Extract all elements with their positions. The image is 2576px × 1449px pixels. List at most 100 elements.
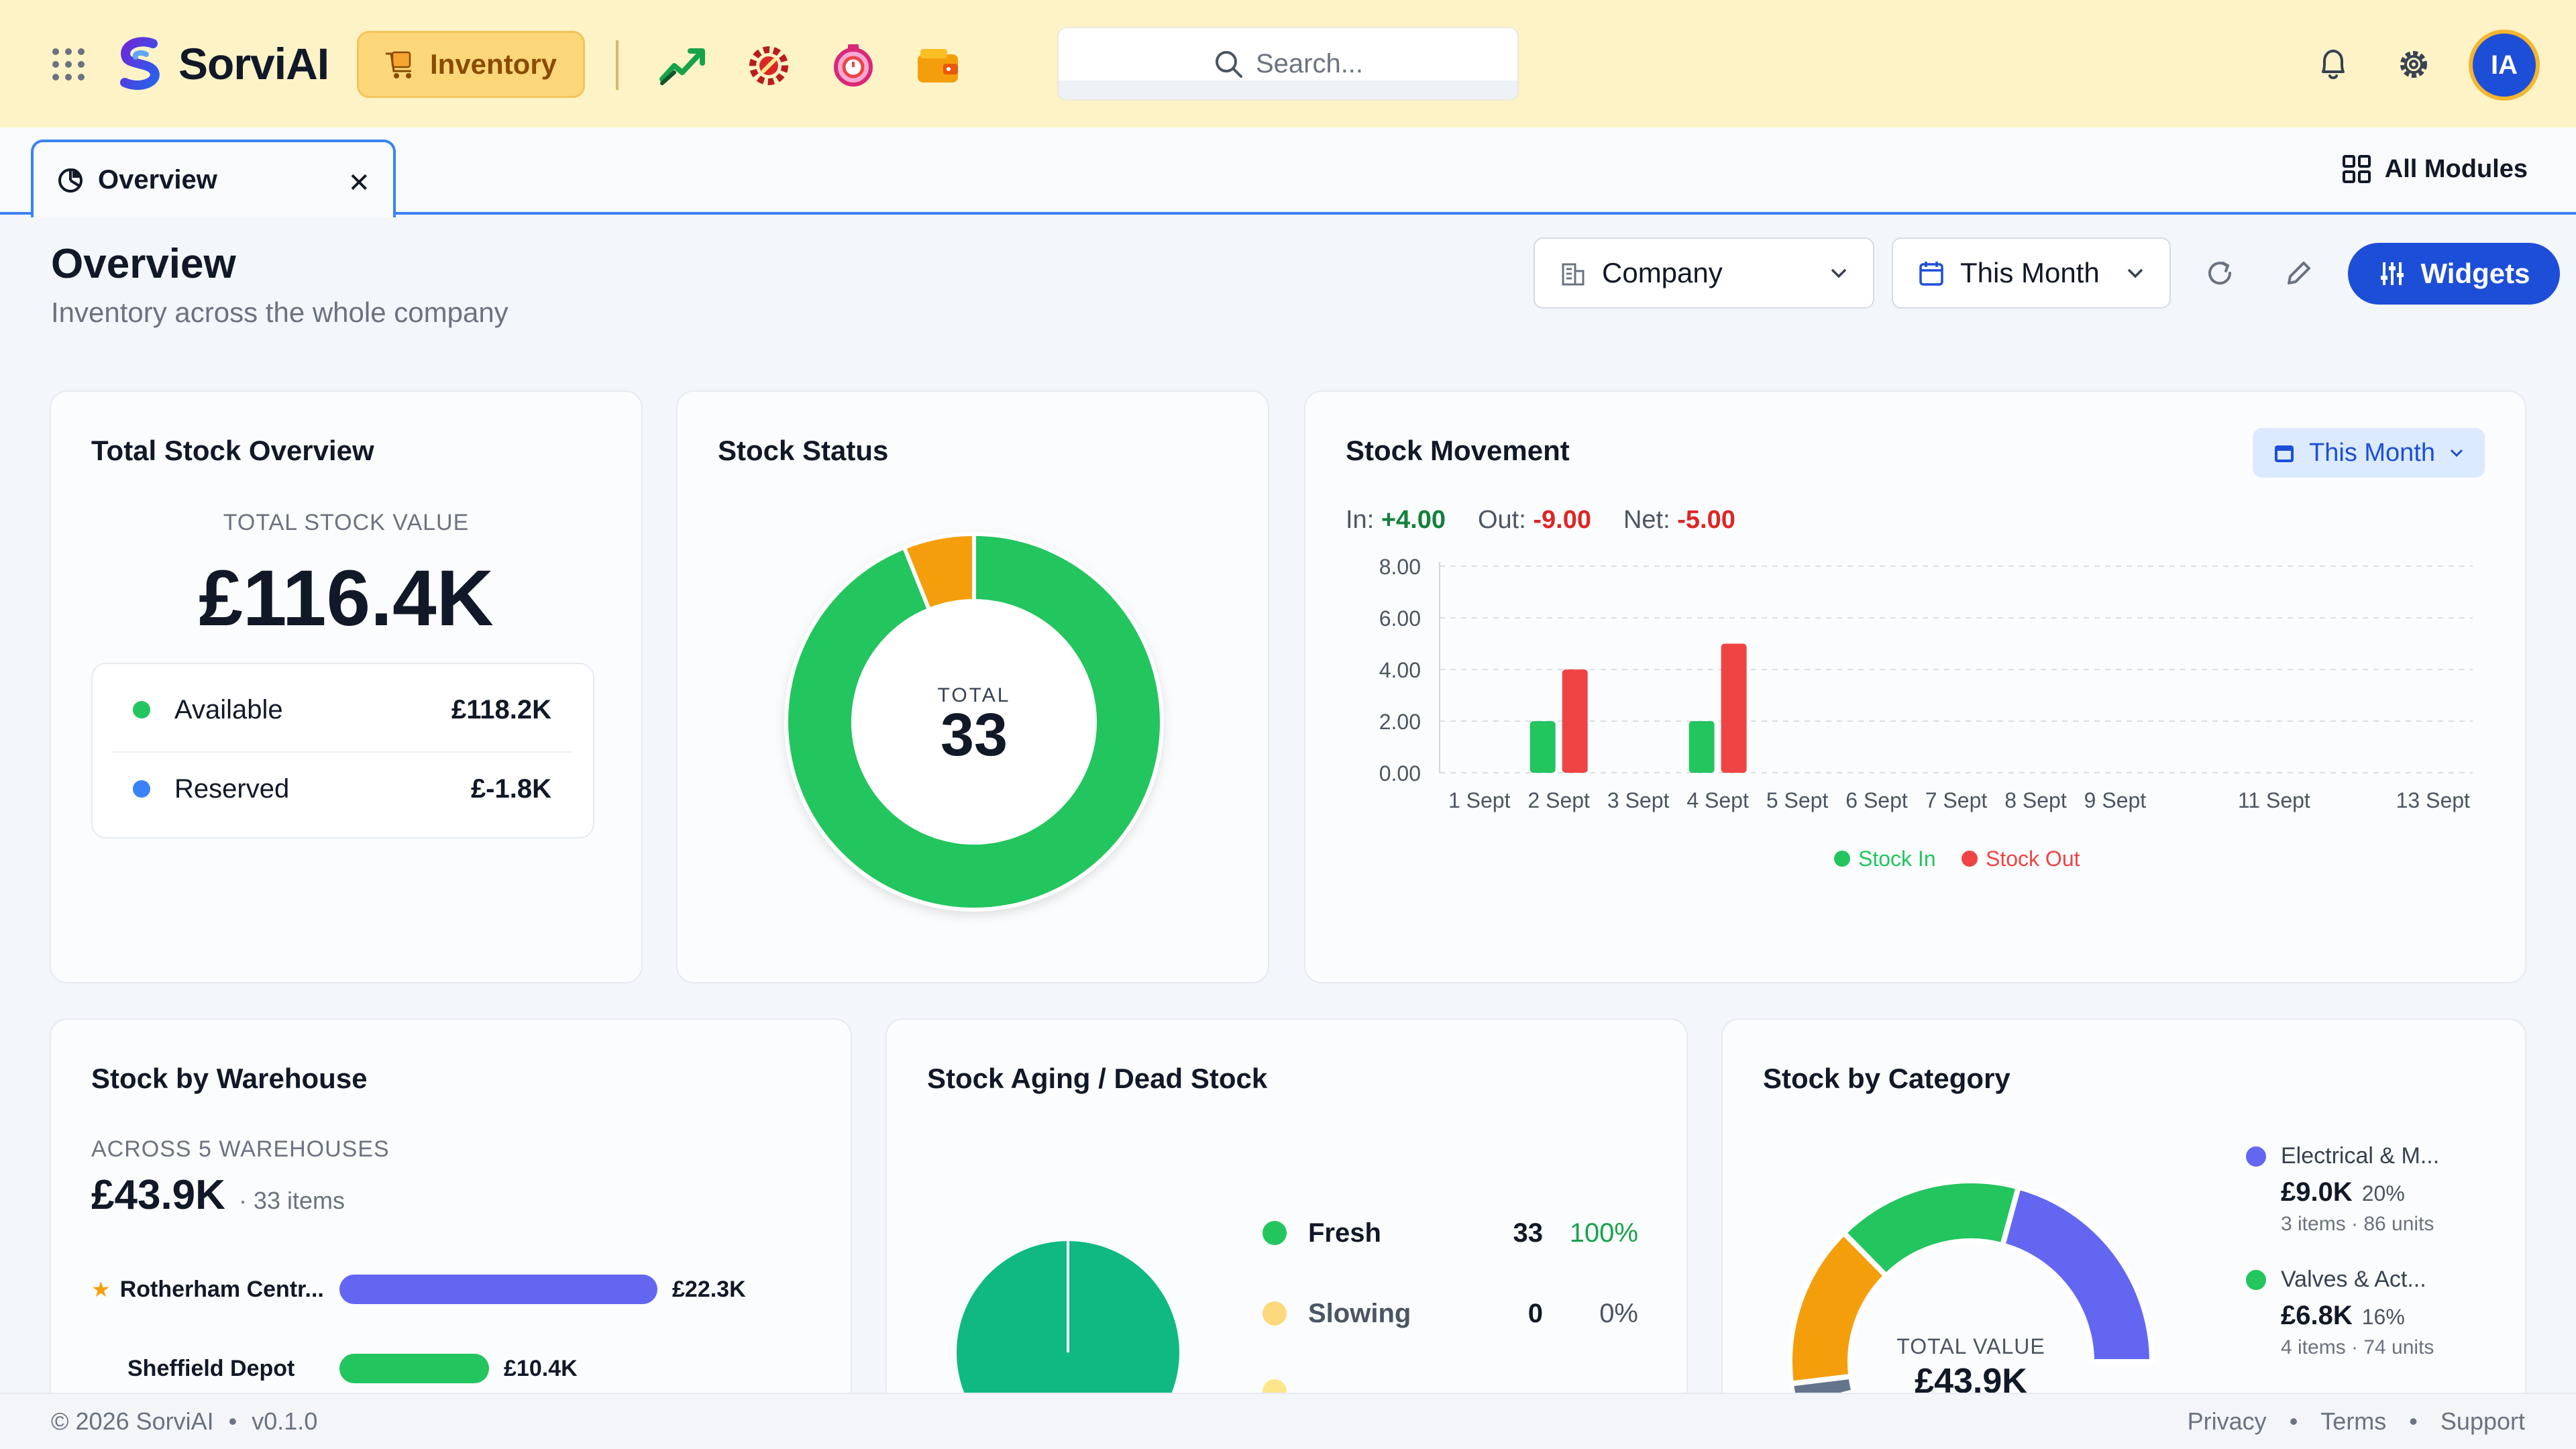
category-name: Electrical & M... bbox=[2281, 1143, 2440, 1169]
warehouse-row[interactable]: Sheffield Depot £10.4K bbox=[91, 1348, 578, 1389]
aging-row-slowing: Slowing 0 0% bbox=[1263, 1293, 1638, 1334]
brand-name: SorviAI bbox=[178, 39, 329, 89]
period-select[interactable]: This Month bbox=[1892, 237, 2171, 309]
yellow-dot-icon bbox=[1263, 1301, 1287, 1326]
donut-center-label: TOTAL VALUE bbox=[1896, 1334, 2045, 1358]
x-tick-label: 2 Sept bbox=[1527, 788, 1590, 812]
warehouse-name: ★ Rotherham Centr... bbox=[91, 1276, 324, 1302]
warehouse-total: £43.9K · 33 items bbox=[91, 1172, 345, 1218]
x-tick-label: 6 Sept bbox=[1845, 788, 1908, 812]
warehouse-value: £22.3K bbox=[672, 1276, 746, 1302]
stock-row-available: Available £118.2K bbox=[93, 671, 593, 749]
edit-pencil-icon[interactable] bbox=[2275, 250, 2322, 297]
warehouse-name: Sheffield Depot bbox=[127, 1355, 295, 1381]
y-tick-label: 8.00 bbox=[1379, 555, 1421, 579]
trend-chart-icon[interactable] bbox=[657, 40, 708, 91]
category-segment-3[interactable] bbox=[1999, 1183, 2155, 1364]
company-select[interactable]: Company bbox=[1534, 237, 1874, 309]
stock-status-donut: TOTAL 33 bbox=[784, 531, 1164, 912]
gear-icon[interactable] bbox=[2394, 44, 2434, 85]
y-tick-label: 0.00 bbox=[1379, 761, 1421, 786]
widgets-button[interactable]: Widgets bbox=[2348, 243, 2560, 305]
row-label: Reserved bbox=[174, 773, 290, 804]
legend-label[interactable]: Stock In bbox=[1858, 847, 1936, 871]
category-meta: 4 items · 74 units bbox=[2281, 1336, 2434, 1358]
tab-overview[interactable]: Overview ✕ bbox=[31, 140, 396, 217]
row-label: Available bbox=[174, 694, 283, 724]
category-donut: TOTAL VALUE £43.9K bbox=[1790, 1178, 2155, 1411]
brand-logo[interactable]: SorviAI bbox=[113, 34, 329, 94]
wallet-icon[interactable] bbox=[912, 40, 963, 91]
close-icon[interactable]: ✕ bbox=[347, 168, 370, 198]
privacy-link[interactable]: Privacy bbox=[2187, 1407, 2267, 1435]
x-tick-label: 8 Sept bbox=[2004, 788, 2067, 812]
y-tick-label: 2.00 bbox=[1379, 710, 1421, 734]
all-modules-button[interactable]: All Modules bbox=[2342, 154, 2528, 184]
donut-center-label: TOTAL bbox=[938, 684, 1011, 706]
total-stock-value: £116.4K bbox=[199, 554, 494, 643]
green-dot-icon bbox=[133, 701, 150, 718]
bar-stock-out[interactable] bbox=[1562, 669, 1588, 773]
top-bar: SorviAI Inventory Search... IA bbox=[0, 0, 2576, 127]
category-item[interactable]: Electrical & M... £9.0K 20% 3 items · 86 … bbox=[2246, 1143, 2525, 1236]
warehouse-row[interactable]: ★ Rotherham Centr... £22.3K bbox=[91, 1269, 746, 1309]
app-grid-icon[interactable] bbox=[52, 48, 85, 80]
aging-row-fresh: Fresh 33 100% bbox=[1263, 1213, 1638, 1253]
category-name: Valves & Act... bbox=[2281, 1267, 2426, 1292]
stock-category-card: Stock by Category TOTAL VALUE £43.9K Ele… bbox=[1721, 1018, 2526, 1434]
inventory-module-button[interactable]: Inventory bbox=[357, 31, 585, 98]
bar-stock-out[interactable] bbox=[1721, 643, 1747, 773]
calendar-icon bbox=[2275, 445, 2294, 462]
stock-row-reserved: Reserved £-1.8K bbox=[93, 750, 593, 828]
category-value: £9.0K 20% bbox=[2281, 1177, 2405, 1207]
timer-badge-icon[interactable] bbox=[828, 40, 879, 91]
stock-movement-chart: 8.00 6.00 4.00 2.00 0.00 1 Sept 2 Sept 3 Sept 4 … bbox=[1379, 555, 2473, 871]
gear-wrench-icon[interactable] bbox=[743, 40, 794, 91]
card-title: Total Stock Overview bbox=[91, 435, 374, 466]
stock-breakdown: Available £118.2K Reserved £-1.8K bbox=[91, 663, 594, 839]
grid-icon bbox=[2342, 155, 2371, 183]
x-tick-label: 13 Sept bbox=[2396, 788, 2470, 812]
indigo-dot-icon bbox=[2246, 1146, 2266, 1167]
brand-mark-icon bbox=[120, 37, 160, 90]
legend-label[interactable]: Stock Out bbox=[1986, 847, 2080, 871]
search-input[interactable]: Search... bbox=[1057, 27, 1519, 101]
donut-segment-1[interactable] bbox=[902, 531, 976, 612]
category-value: £6.8K 16% bbox=[2281, 1301, 2405, 1330]
green-dot-icon bbox=[2246, 1269, 2266, 1290]
tab-bar: Overview ✕ All Modules bbox=[0, 127, 2576, 217]
category-item[interactable]: Valves & Act... £6.8K 16% 4 items · 74 un… bbox=[2246, 1267, 2525, 1359]
card-title: Stock Movement bbox=[1346, 435, 1570, 466]
net-total: Net: -5.00 bbox=[1623, 506, 1735, 534]
x-tick-label: 3 Sept bbox=[1607, 788, 1670, 812]
divider bbox=[113, 751, 573, 753]
avatar[interactable]: IA bbox=[2469, 30, 2540, 101]
widgets-label: Widgets bbox=[2420, 258, 2530, 289]
x-tick-label: 9 Sept bbox=[2084, 788, 2147, 812]
pie-chart-icon bbox=[58, 168, 83, 193]
warehouse-items: · 33 items bbox=[238, 1187, 345, 1214]
movement-totals: In: +4.00 Out: -9.00 Net: -5.00 bbox=[1346, 506, 1735, 535]
page-subtitle: Inventory across the whole company bbox=[51, 297, 508, 328]
bell-icon[interactable] bbox=[2313, 44, 2353, 85]
in-total: In: +4.00 bbox=[1346, 506, 1446, 534]
card-title: Stock Aging / Dead Stock bbox=[927, 1063, 1268, 1094]
x-tick-label: 7 Sept bbox=[1925, 788, 1988, 812]
donut-segment-0[interactable] bbox=[784, 531, 1164, 912]
cart-box-icon bbox=[386, 51, 411, 78]
bar-stock-in[interactable] bbox=[1529, 721, 1556, 773]
bar-stock-in[interactable] bbox=[1688, 721, 1715, 773]
company-select-label: Company bbox=[1602, 257, 1723, 288]
category-segment-2[interactable] bbox=[1839, 1178, 2022, 1280]
movement-range-select[interactable]: This Month bbox=[2253, 428, 2485, 478]
support-link[interactable]: Support bbox=[2440, 1407, 2525, 1435]
green-dot-icon bbox=[1263, 1221, 1287, 1245]
footer-links: Privacy • Terms • Support bbox=[2188, 1407, 2525, 1436]
calendar-icon bbox=[1919, 262, 1943, 286]
terms-link[interactable]: Terms bbox=[2320, 1407, 2387, 1435]
refresh-icon[interactable] bbox=[2196, 250, 2243, 297]
stock-status-card: Stock Status TOTAL 33 bbox=[676, 390, 1269, 983]
search-icon bbox=[1215, 51, 1242, 78]
page-title: Overview bbox=[51, 241, 236, 287]
card-title: Stock by Warehouse bbox=[91, 1063, 368, 1094]
